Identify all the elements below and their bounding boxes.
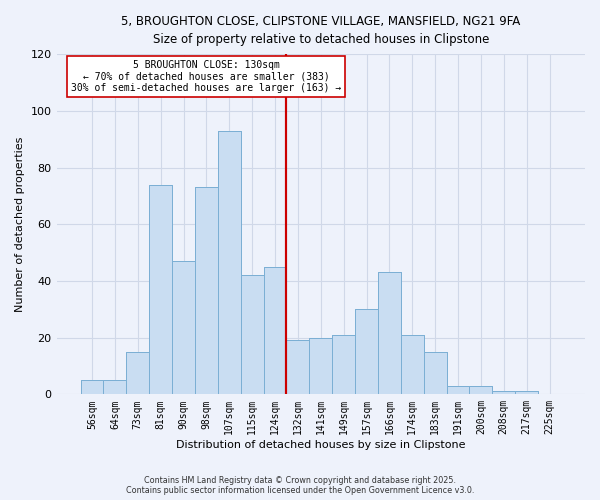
X-axis label: Distribution of detached houses by size in Clipstone: Distribution of detached houses by size … — [176, 440, 466, 450]
Bar — [103, 380, 127, 394]
Bar — [241, 276, 263, 394]
Bar — [493, 392, 515, 394]
Title: 5, BROUGHTON CLOSE, CLIPSTONE VILLAGE, MANSFIELD, NG21 9FA
Size of property rela: 5, BROUGHTON CLOSE, CLIPSTONE VILLAGE, M… — [121, 15, 520, 46]
Y-axis label: Number of detached properties: Number of detached properties — [15, 136, 25, 312]
Bar — [332, 335, 355, 394]
Bar — [424, 352, 446, 395]
Bar — [515, 392, 538, 394]
Bar — [172, 261, 195, 394]
Bar — [218, 130, 241, 394]
Bar — [332, 335, 355, 394]
Bar — [195, 188, 218, 394]
Bar — [378, 272, 401, 394]
Bar — [195, 188, 218, 394]
Bar — [515, 392, 538, 394]
Bar — [218, 130, 241, 394]
Bar — [424, 352, 446, 395]
Bar — [401, 335, 424, 394]
Bar — [80, 380, 103, 394]
Bar — [263, 267, 286, 394]
Bar — [401, 335, 424, 394]
Bar — [149, 184, 172, 394]
Text: 5 BROUGHTON CLOSE: 130sqm
← 70% of detached houses are smaller (383)
30% of semi: 5 BROUGHTON CLOSE: 130sqm ← 70% of detac… — [71, 60, 341, 93]
Bar — [241, 276, 263, 394]
Bar — [493, 392, 515, 394]
Bar — [172, 261, 195, 394]
Bar — [103, 380, 127, 394]
Bar — [355, 310, 378, 394]
Bar — [446, 386, 469, 394]
Bar — [446, 386, 469, 394]
Bar — [378, 272, 401, 394]
Bar — [286, 340, 310, 394]
Bar — [310, 338, 332, 394]
Bar — [469, 386, 493, 394]
Bar — [80, 380, 103, 394]
Bar — [469, 386, 493, 394]
Bar — [310, 338, 332, 394]
Bar — [127, 352, 149, 395]
Bar — [286, 340, 310, 394]
Bar — [263, 267, 286, 394]
Bar — [127, 352, 149, 395]
Bar — [355, 310, 378, 394]
Text: Contains HM Land Registry data © Crown copyright and database right 2025.
Contai: Contains HM Land Registry data © Crown c… — [126, 476, 474, 495]
Bar — [149, 184, 172, 394]
